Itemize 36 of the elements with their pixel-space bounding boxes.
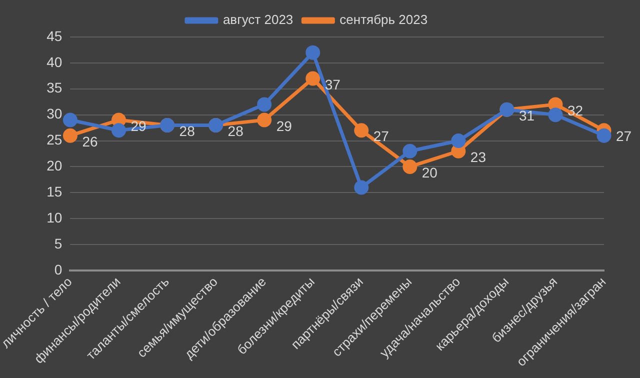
point: [62, 112, 78, 128]
y-tick-label: 10: [46, 209, 62, 226]
legend-label: август 2023: [222, 12, 294, 28]
y-tick-label: 0: [54, 261, 62, 278]
point: [451, 134, 466, 148]
point: [306, 45, 320, 60]
point: [354, 180, 369, 195]
data-label: 28: [179, 123, 196, 140]
point: [354, 123, 369, 138]
data-label: 27: [616, 128, 632, 144]
point: [112, 123, 126, 138]
data-label: 27: [373, 128, 390, 144]
data-label: 26: [82, 133, 98, 150]
y-tick-label: 15: [46, 183, 62, 200]
point: [306, 71, 320, 86]
legend-label: сентябрь 2023: [340, 12, 428, 28]
data-label: 23: [470, 148, 486, 165]
data-label: 29: [276, 118, 292, 134]
data-label: 37: [324, 76, 341, 92]
data-label: 29: [130, 118, 147, 134]
point: [402, 144, 418, 158]
point: [257, 97, 272, 112]
y-tick-label: 20: [46, 158, 62, 174]
y-tick-label: 25: [46, 132, 62, 148]
point: [257, 112, 272, 128]
y-tick-label: 45: [46, 28, 62, 44]
data-label: 28: [228, 123, 244, 140]
point: [596, 128, 612, 143]
y-tick-label: 40: [46, 54, 62, 70]
y-tick-label: 35: [46, 80, 62, 96]
point: [402, 159, 418, 174]
point: [62, 128, 78, 143]
y-tick-label: 30: [46, 106, 62, 122]
point: [548, 108, 563, 122]
y-tick-label: 5: [54, 235, 62, 252]
data-label: 20: [422, 164, 438, 181]
